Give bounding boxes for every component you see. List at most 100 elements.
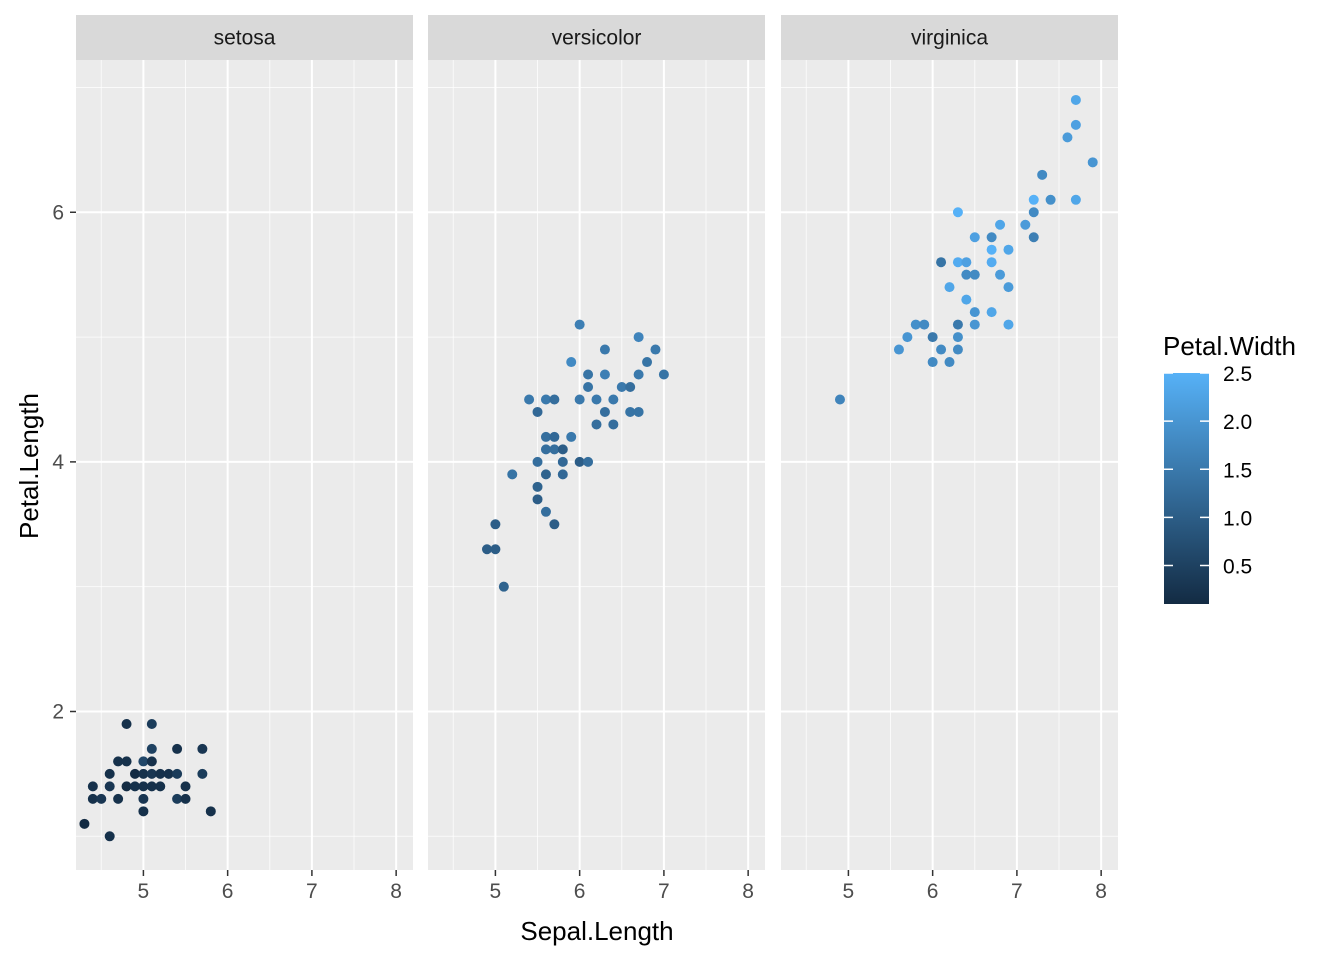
data-point [1070,119,1081,130]
data-point [969,319,980,330]
x-tick-label: 8 [1095,880,1107,903]
data-point [87,793,98,804]
data-point [961,257,972,268]
data-point [1003,244,1014,255]
data-point [557,469,568,480]
data-point [540,431,551,442]
data-point [507,469,518,480]
data-point [599,344,610,355]
y-tick-label: 2 [52,700,64,723]
data-point [574,394,585,405]
data-point [549,444,560,455]
data-point [1003,282,1014,293]
facet-strip-label: setosa [214,27,276,50]
data-point [155,768,166,779]
data-point [138,806,149,817]
y-axis-title: Petal.Length [14,393,44,539]
facet-strip-label: virginica [911,27,988,50]
data-point [79,818,90,829]
data-point [893,344,904,355]
x-tick-label: 7 [1011,880,1023,903]
x-tick-label: 7 [306,880,318,903]
data-point [155,781,166,792]
legend-tick-label: 1.5 [1223,459,1252,482]
data-point [944,282,955,293]
data-point [961,269,972,280]
data-point [557,456,568,467]
data-point [952,207,963,218]
facet-panel-virginica: virginica 5 6 7 8 [781,15,1118,903]
x-tick-label: 5 [138,880,150,903]
data-point [180,781,191,792]
data-point [952,257,963,268]
legend-tick-label: 2.5 [1223,363,1252,386]
panel-background [428,60,765,870]
data-point [87,781,98,792]
x-tick-label: 5 [490,880,502,903]
data-point [532,406,543,417]
data-point [599,369,610,380]
facet-panel-setosa: setosa 5 6 7 8 2 4 6 [52,15,413,903]
data-point [1070,94,1081,105]
data-point [540,506,551,517]
facet-panels: setosa 5 6 7 8 2 4 6 versicolor 5 6 7 8 virginica 5 6 7 8 [52,15,1118,903]
data-point [927,357,938,368]
data-point [969,232,980,243]
data-point [633,406,644,417]
data-point [113,756,124,767]
data-point [616,381,627,392]
data-point [591,419,602,430]
data-point [952,319,963,330]
data-point [566,431,577,442]
data-point [498,581,509,592]
data-point [574,456,585,467]
data-point [180,793,191,804]
data-point [591,394,602,405]
data-point [172,768,183,779]
x-axis-title: Sepal.Length [520,916,673,946]
legend-tick-label: 2.0 [1223,411,1252,434]
data-point [574,319,585,330]
x-tick-label: 6 [574,880,586,903]
data-point [146,718,157,729]
data-point [969,307,980,318]
legend-tick-label: 0.5 [1223,556,1252,579]
x-tick-label: 6 [927,880,939,903]
data-point [540,469,551,480]
data-point [146,756,157,767]
data-point [549,394,560,405]
data-point [138,756,149,767]
data-point [549,519,560,530]
legend-title: Petal.Width [1163,331,1296,361]
data-point [104,768,115,779]
data-point [834,394,845,405]
data-point [583,456,594,467]
data-point [658,369,669,380]
data-point [481,544,492,555]
x-tick-label: 7 [658,880,670,903]
data-point [146,743,157,754]
data-point [557,444,568,455]
facet-panel-versicolor: versicolor 5 6 7 8 [428,15,765,903]
data-point [146,768,157,779]
data-point [163,768,174,779]
x-tick-label: 6 [222,880,234,903]
data-point [961,294,972,305]
data-point [121,756,132,767]
data-point [650,344,661,355]
data-point [952,344,963,355]
data-point [172,793,183,804]
data-point [549,431,560,442]
data-point [524,394,535,405]
data-point [986,307,997,318]
data-point [96,793,107,804]
data-point [986,257,997,268]
data-point [490,519,501,530]
panel-background [76,60,413,870]
facet-strip [428,15,765,60]
data-point [540,394,551,405]
data-point [121,718,132,729]
data-point [986,244,997,255]
data-point [1087,157,1098,168]
data-point [146,781,157,792]
